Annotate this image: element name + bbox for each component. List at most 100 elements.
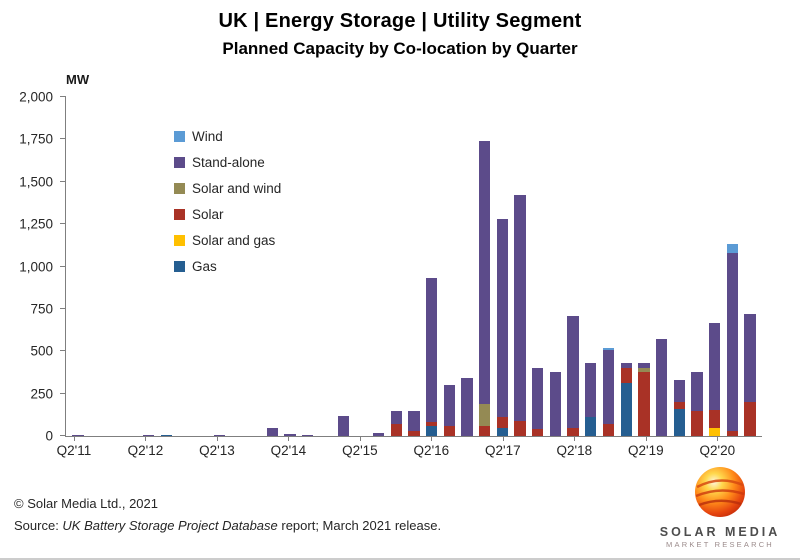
bars-container bbox=[66, 97, 762, 436]
chart-title: UK | Energy Storage | Utility Segment bbox=[218, 10, 582, 32]
bar-segment bbox=[390, 411, 402, 425]
bar bbox=[635, 97, 653, 436]
bar-segment bbox=[408, 430, 420, 436]
source-text: Source: UK Battery Storage Project Datab… bbox=[14, 518, 441, 533]
y-tick-label: 750 bbox=[30, 301, 53, 317]
bar-segment bbox=[425, 278, 438, 423]
bar-segment bbox=[708, 323, 721, 410]
bar-segment bbox=[479, 403, 491, 426]
chart-subtitle: Planned Capacity by Co-location by Quart… bbox=[222, 39, 578, 58]
bar-segment bbox=[266, 427, 279, 436]
bar-segment bbox=[602, 349, 615, 425]
bar bbox=[104, 97, 122, 436]
bar bbox=[370, 97, 388, 436]
legend-item: Gas bbox=[174, 253, 281, 279]
bar-segment bbox=[567, 315, 579, 428]
bar-segment bbox=[708, 428, 721, 436]
bar-segment bbox=[620, 363, 632, 369]
bar-segment bbox=[726, 430, 738, 436]
plot-area: 0 250 500 750 1,000 1,250 1,500 1,750 2,000 Wind… bbox=[19, 90, 762, 444]
bar-segment bbox=[620, 368, 632, 384]
solar-media-logo-icon bbox=[694, 467, 746, 522]
bar bbox=[211, 97, 229, 436]
bar bbox=[706, 97, 724, 436]
legend-item: Solar bbox=[174, 201, 281, 227]
source-suffix: report; March 2021 release. bbox=[277, 518, 442, 533]
bar bbox=[494, 97, 512, 436]
bar-segment bbox=[479, 425, 491, 436]
x-tick-mark bbox=[216, 437, 218, 441]
bar-segment bbox=[390, 424, 402, 436]
y-tick-label: 2,000 bbox=[19, 89, 53, 105]
bar-segment bbox=[638, 363, 650, 369]
bar bbox=[741, 97, 759, 436]
bar-segment bbox=[514, 195, 526, 421]
x-tick-label: Q2'14 bbox=[270, 443, 307, 458]
solar-media-logo: SOLAR MEDIA MARKET RESEARCH bbox=[656, 466, 784, 549]
bar-segment bbox=[514, 420, 526, 436]
bar bbox=[582, 97, 600, 436]
x-tick-mark bbox=[288, 437, 290, 441]
bar bbox=[440, 97, 458, 436]
y-tick-mark bbox=[60, 265, 66, 267]
bar bbox=[564, 97, 582, 436]
bar-segment bbox=[620, 383, 632, 436]
y-tick-mark bbox=[60, 307, 66, 309]
bar-segment bbox=[726, 252, 738, 431]
x-tick-label: Q2'13 bbox=[199, 443, 235, 458]
copyright-text: © Solar Media Ltd., 2021 bbox=[14, 496, 158, 511]
x-tick-label: Q2'19 bbox=[628, 443, 664, 458]
bar-segment bbox=[744, 313, 756, 403]
bar-segment bbox=[496, 427, 508, 436]
bar-segment bbox=[585, 417, 597, 436]
bar-segment bbox=[655, 339, 668, 436]
bar-segment bbox=[673, 408, 685, 436]
bar bbox=[511, 97, 529, 436]
source-prefix: Source: bbox=[14, 518, 63, 533]
bar bbox=[317, 97, 335, 436]
bar-segment bbox=[673, 402, 685, 409]
bar-segment bbox=[213, 435, 225, 436]
legend-label: Solar and gas bbox=[192, 232, 276, 248]
bar-segment bbox=[372, 432, 385, 436]
bar-segment bbox=[72, 435, 84, 436]
bar bbox=[299, 97, 317, 436]
bar-segment bbox=[708, 409, 721, 429]
bar-segment bbox=[496, 219, 508, 418]
bar-segment bbox=[691, 410, 703, 436]
bar bbox=[423, 97, 441, 436]
legend-swatch-icon bbox=[174, 234, 185, 246]
y-tick-label: 1,250 bbox=[19, 216, 53, 232]
bar-segment bbox=[443, 425, 455, 436]
legend-item: Solar and wind bbox=[174, 175, 281, 201]
bar bbox=[688, 97, 706, 436]
bar-segment bbox=[691, 371, 703, 411]
y-tick-label: 500 bbox=[30, 343, 53, 359]
y-tick-mark bbox=[60, 223, 66, 225]
x-tick-label: Q2'18 bbox=[556, 443, 593, 458]
bar-segment bbox=[496, 417, 508, 428]
bar bbox=[334, 97, 352, 436]
x-tick-mark bbox=[431, 437, 433, 441]
y-tick-mark bbox=[60, 138, 66, 140]
bar bbox=[653, 97, 671, 436]
bar bbox=[617, 97, 635, 436]
bar-segment bbox=[479, 141, 491, 404]
bar bbox=[387, 97, 405, 436]
bar-segment bbox=[408, 410, 420, 431]
bar-segment bbox=[284, 434, 296, 436]
y-tick-label: 250 bbox=[30, 386, 53, 402]
x-tick-mark bbox=[717, 437, 719, 441]
bar bbox=[281, 97, 299, 436]
logo-subtitle-text: MARKET RESEARCH bbox=[666, 540, 774, 549]
legend-swatch-icon bbox=[174, 156, 185, 168]
bar-segment bbox=[602, 424, 615, 436]
x-tick-mark bbox=[502, 437, 504, 441]
bar bbox=[529, 97, 547, 436]
bar-segment bbox=[532, 429, 544, 436]
bar bbox=[69, 97, 87, 436]
legend-swatch-icon bbox=[174, 130, 185, 142]
legend-item: Solar and gas bbox=[174, 227, 281, 253]
legend-label: Solar and wind bbox=[192, 180, 282, 196]
